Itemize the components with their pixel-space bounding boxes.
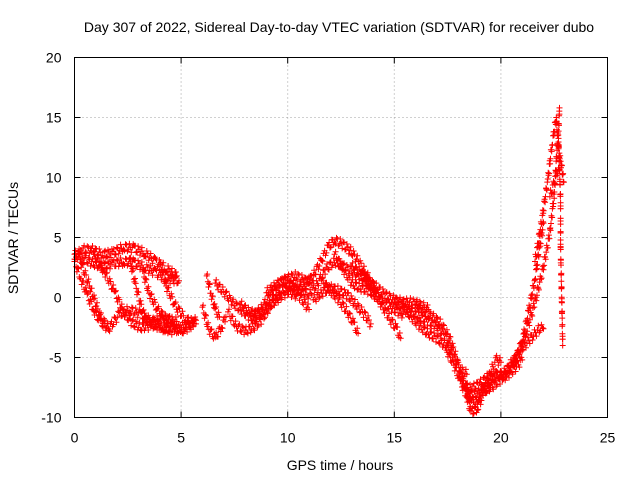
x-tick-label: 0: [71, 430, 79, 446]
x-tick-label: 25: [600, 430, 616, 446]
x-tick-label: 10: [280, 430, 296, 446]
chart-title: Day 307 of 2022, Sidereal Day-to-day VTE…: [84, 19, 594, 35]
series-dubo: [71, 104, 567, 417]
data-point-track: [156, 259, 199, 330]
x-axis-title: GPS time / hours: [287, 457, 394, 473]
y-tick-label: 5: [54, 230, 62, 246]
data-point-track: [293, 234, 372, 296]
x-tick-label: 15: [387, 430, 403, 446]
y-tick-label: 0: [54, 290, 62, 306]
data-point-track: [532, 114, 560, 265]
y-tick-label: -5: [49, 350, 62, 366]
data-point-track: [139, 266, 180, 328]
x-tick-label: 20: [493, 430, 509, 446]
x-tick-label: 5: [177, 430, 185, 446]
data-point-track: [126, 254, 199, 338]
data-point-track: [318, 274, 362, 337]
data-point-track: [361, 272, 404, 342]
y-tick-label: 10: [46, 170, 62, 186]
y-tick-label: -10: [41, 410, 61, 426]
data-point-track: [199, 302, 229, 342]
y-axis-title: SDTVAR / TECUs: [5, 182, 21, 294]
data-point-track: [203, 271, 223, 321]
data-points: [71, 104, 567, 417]
y-tick-label: 15: [46, 110, 62, 126]
data-point-track: [546, 164, 562, 200]
ticks: 0 5 10 15 20 25 -10 -5 0 5 10 15 20: [41, 50, 615, 446]
y-tick-label: 20: [46, 50, 62, 66]
